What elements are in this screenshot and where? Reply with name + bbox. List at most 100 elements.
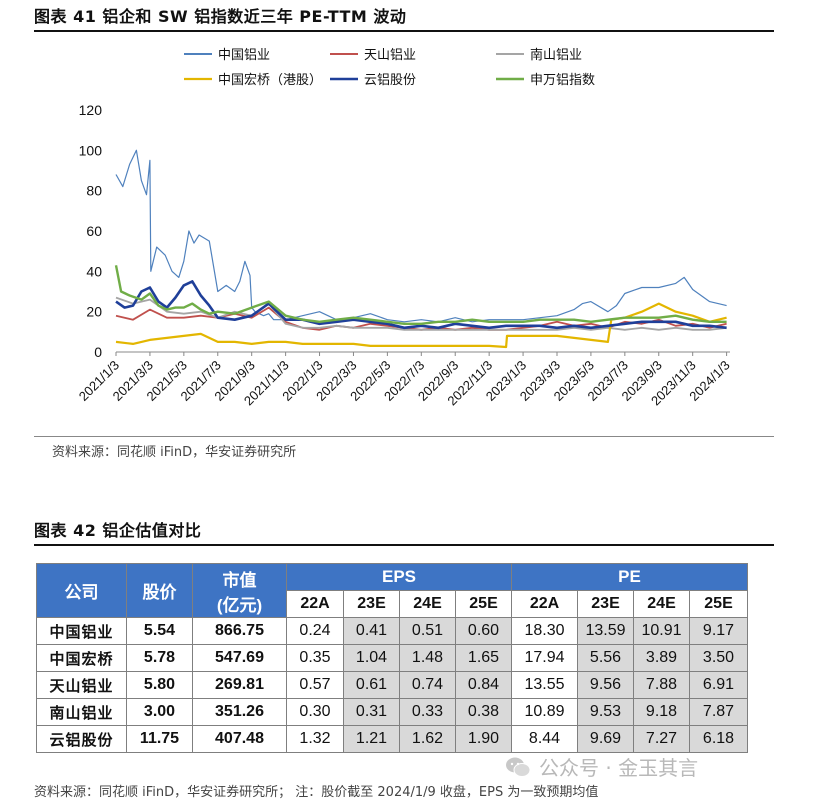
eps-cell: 0.33 <box>399 698 456 726</box>
y-tick-label: 80 <box>86 183 102 199</box>
series-line-4 <box>115 280 727 330</box>
company-cell: 中国铝业 <box>36 617 127 645</box>
table-row: 云铝股份 11.75 407.48 1.32 1.21 1.62 1.90 8.44 9.69 7… <box>36 725 748 753</box>
eps-cell: 0.60 <box>455 617 512 645</box>
pe-cell: 8.44 <box>511 725 578 753</box>
header-eps-25e: 25E <box>455 590 512 618</box>
legend-label: 天山铝业 <box>364 48 416 63</box>
pe-cell: 6.91 <box>689 671 748 699</box>
pe-cell: 13.55 <box>511 671 578 699</box>
valuation-table: 公司 股价 市值 (亿元) EPS PE 22A 23E 24E 25E 22A 23E 2… <box>36 563 748 753</box>
pe-cell: 5.56 <box>577 644 634 672</box>
eps-cell: 0.38 <box>455 698 512 726</box>
eps-cell: 1.04 <box>343 644 400 672</box>
figure-41-divider <box>34 436 774 437</box>
eps-cell: 1.90 <box>455 725 512 753</box>
table-row: 南山铝业 3.00 351.26 0.30 0.31 0.33 0.38 10.89 9.53 9… <box>36 698 748 726</box>
y-tick-label: 60 <box>86 223 102 239</box>
pe-cell: 9.56 <box>577 671 634 699</box>
pe-cell: 10.89 <box>511 698 578 726</box>
pe-cell: 10.91 <box>633 617 690 645</box>
watermark: 公众号 · 金玉其言 <box>505 752 698 781</box>
series-line-5 <box>114 265 727 325</box>
chart-axes: 0 20 40 60 80 100 120 <box>79 102 730 360</box>
company-cell: 中国宏桥 <box>36 644 127 672</box>
header-company: 公司 <box>36 563 127 618</box>
header-market-cap: 市值 (亿元) <box>192 563 287 618</box>
pe-cell: 9.17 <box>689 617 748 645</box>
figure-41-title: 图表 41 铝企和 SW 铝指数近三年 PE-TTM 波动 <box>34 3 774 32</box>
watermark-text: 公众号 · 金玉其言 <box>539 756 699 780</box>
header-eps-23e: 23E <box>343 590 400 618</box>
pe-cell: 3.50 <box>689 644 748 672</box>
figure-41-source: 资料来源：同花顺 iFinD，华安证券研究所 <box>52 445 297 460</box>
legend-label: 申万铝指数 <box>530 73 595 88</box>
market-cap-cell: 866.75 <box>192 617 287 645</box>
company-cell: 云铝股份 <box>36 725 127 753</box>
header-pe-24e: 24E <box>633 590 690 618</box>
eps-cell: 0.57 <box>286 671 344 699</box>
pe-cell: 7.87 <box>689 698 748 726</box>
market-cap-cell: 407.48 <box>192 725 287 753</box>
eps-cell: 0.74 <box>399 671 456 699</box>
header-market-cap-line2: (亿元) <box>216 595 263 615</box>
table-row: 中国铝业 5.54 866.75 0.24 0.41 0.51 0.60 18.30 13.59… <box>36 617 748 645</box>
y-tick-label: 40 <box>86 263 102 279</box>
header-price: 股价 <box>126 563 193 618</box>
market-cap-cell: 269.81 <box>192 671 287 699</box>
y-tick-label: 120 <box>79 102 103 118</box>
pe-cell: 18.30 <box>511 617 578 645</box>
header-pe-23e: 23E <box>577 590 634 618</box>
company-cell: 南山铝业 <box>36 698 127 726</box>
pe-cell: 9.18 <box>633 698 690 726</box>
header-eps: EPS <box>286 563 512 591</box>
eps-cell: 1.21 <box>343 725 400 753</box>
chart-x-ticks: 2021/1/32021/3/32021/5/32021/7/32021/9/3… <box>76 352 733 408</box>
valuation-table-body: 中国铝业 5.54 866.75 0.24 0.41 0.51 0.60 18.30 13.59… <box>36 617 748 753</box>
pe-cell: 7.88 <box>633 671 690 699</box>
eps-cell: 0.31 <box>343 698 400 726</box>
legend-label: 南山铝业 <box>530 47 582 63</box>
wechat-icon <box>506 757 531 777</box>
series-line-0 <box>115 149 727 323</box>
header-pe-22a: 22A <box>511 590 578 618</box>
y-tick-label: 20 <box>86 304 102 320</box>
eps-cell: 0.84 <box>455 671 512 699</box>
chart-series <box>114 149 727 349</box>
header-pe-25e: 25E <box>689 590 748 618</box>
company-cell: 天山铝业 <box>36 671 127 699</box>
pe-cell: 6.18 <box>689 725 748 753</box>
pe-cell: 9.53 <box>577 698 634 726</box>
price-cell: 5.78 <box>126 644 193 672</box>
table-row: 中国宏桥 5.78 547.69 0.35 1.04 1.48 1.65 17.94 5.56 3… <box>36 644 748 672</box>
header-eps-24e: 24E <box>399 590 456 618</box>
figure-42-title: 图表 42 铝企估值对比 <box>34 517 774 546</box>
pe-cell: 9.69 <box>577 725 634 753</box>
legend-label: 云铝股份 <box>364 73 416 88</box>
eps-cell: 0.24 <box>286 617 344 645</box>
eps-cell: 1.32 <box>286 725 344 753</box>
price-cell: 3.00 <box>126 698 193 726</box>
header-market-cap-line1: 市值 <box>222 570 257 590</box>
table-row: 天山铝业 5.80 269.81 0.57 0.61 0.74 0.84 13.55 9.56 7… <box>36 671 748 699</box>
eps-cell: 0.30 <box>286 698 344 726</box>
eps-cell: 1.48 <box>399 644 456 672</box>
market-cap-cell: 351.26 <box>192 698 287 726</box>
eps-cell: 1.62 <box>399 725 456 753</box>
header-pe: PE <box>511 563 748 591</box>
eps-cell: 0.51 <box>399 617 456 645</box>
header-eps-22a: 22A <box>286 590 344 618</box>
y-tick-label: 100 <box>79 142 103 158</box>
legend-label: 中国宏桥（港股） <box>218 73 322 88</box>
y-tick-label: 0 <box>94 344 102 360</box>
pe-cell: 17.94 <box>511 644 578 672</box>
legend-label: 中国铝业 <box>218 48 270 63</box>
eps-cell: 0.35 <box>286 644 344 672</box>
pe-cell: 13.59 <box>577 617 634 645</box>
pe-cell: 3.89 <box>633 644 690 672</box>
eps-cell: 0.41 <box>343 617 400 645</box>
price-cell: 5.80 <box>126 671 193 699</box>
price-cell: 5.54 <box>126 617 193 645</box>
